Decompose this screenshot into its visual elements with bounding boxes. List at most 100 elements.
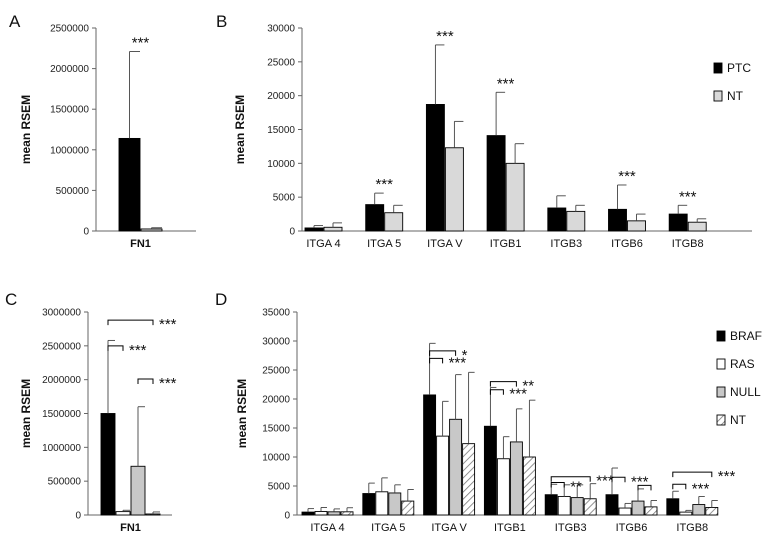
y-tick-label-b: 15000 xyxy=(267,125,295,136)
bar-c-fn1-s3 xyxy=(145,513,161,516)
bar-d-itgb6-null xyxy=(631,500,645,516)
bar-b-itgb1-nt xyxy=(505,162,525,232)
x-tick-label-b: ITGB8 xyxy=(672,238,704,250)
panel-letter-c: C xyxy=(5,290,17,309)
y-tick-label-a: 1000000 xyxy=(50,145,89,156)
y-tick-label-b: 30000 xyxy=(267,24,295,35)
bar-d-itga-4-nt xyxy=(340,511,354,516)
y-axis-title-d: mean RSEM xyxy=(235,379,249,448)
legend-label-braf: BRAF xyxy=(730,329,762,343)
panel-letter-d: D xyxy=(215,290,227,309)
sig-label-b: *** xyxy=(375,176,393,193)
y-tick-label-d: 15000 xyxy=(262,424,290,435)
legend-swatch-nt xyxy=(713,90,723,102)
bar-d-itga-v-braf xyxy=(423,394,437,516)
bar-d-itgb8-braf xyxy=(666,498,680,516)
bar-d-itgb3-nt xyxy=(583,498,597,516)
x-tick-label-d: ITGB3 xyxy=(555,522,587,534)
y-tick-label-b: 25000 xyxy=(267,57,295,68)
bar-d-itga-4-braf xyxy=(301,511,315,516)
sig-bracket-c xyxy=(107,319,154,326)
x-tick-label-b: ITGA 4 xyxy=(306,238,340,250)
x-tick-label-a: FN1 xyxy=(130,238,151,250)
bar-c-fn1-s0 xyxy=(100,413,116,516)
sig-label-b: *** xyxy=(497,75,515,92)
y-tick-label-d: 20000 xyxy=(262,395,290,406)
bar-d-itga-5-nt xyxy=(401,500,415,516)
bar-d-itgb6-nt xyxy=(644,506,658,516)
bar-b-itgb6-nt xyxy=(627,220,646,232)
x-tick-label-d: ITGA 5 xyxy=(371,522,405,534)
x-tick-label-b: ITGA V xyxy=(427,238,463,250)
bar-d-itgb3-braf xyxy=(544,494,558,516)
bar-b-itga-4-ptc xyxy=(304,227,324,232)
panel-a-chart: 0 500000 1000000 1500000 2000000 2500000 mean … xyxy=(19,24,196,250)
y-tick-label-c: 1000000 xyxy=(42,443,81,454)
panel-letter-a: A xyxy=(9,12,21,31)
panel-c-chart: 0 500000 1000000 1500000 2000000 2500000 30000… xyxy=(19,308,177,535)
sig-label-b: *** xyxy=(436,28,454,45)
sig-label-d: *** xyxy=(449,354,467,371)
legend-label-null: NULL xyxy=(730,385,761,399)
x-tick-label-d: ITGB6 xyxy=(616,522,648,534)
y-tick-label-d: 35000 xyxy=(262,308,290,319)
x-tick-label-d: ITGA V xyxy=(431,522,467,534)
y-axis-title-a: mean RSEM xyxy=(19,95,33,164)
legend-swatch-null xyxy=(716,386,726,398)
bar-d-itga-v-nt xyxy=(462,443,476,516)
bar-a-fn1-s0 xyxy=(118,137,141,232)
x-tick-label-b: ITGB1 xyxy=(490,238,522,250)
sig-label-d: *** xyxy=(631,473,649,490)
y-tick-label-a: 2000000 xyxy=(50,64,89,75)
y-tick-label-a: 0 xyxy=(83,227,89,238)
legend-b: PTC NT xyxy=(713,61,751,103)
bar-d-itga-5-null xyxy=(388,492,402,516)
sig-label-d: ** xyxy=(570,479,582,496)
bar-d-itgb3-null xyxy=(570,497,584,516)
x-tick-label-d: ITGB1 xyxy=(494,522,526,534)
bar-a-fn1-s1 xyxy=(140,228,163,232)
y-tick-label-b: 10000 xyxy=(267,159,295,170)
y-tick-label-a: 500000 xyxy=(56,186,90,197)
sig-bracket-d xyxy=(637,484,652,491)
bar-b-itgb3-ptc xyxy=(547,207,567,232)
y-tick-label-a: 2500000 xyxy=(50,24,89,35)
x-tick-label-c: FN1 xyxy=(120,522,141,534)
bar-d-itgb3-ras xyxy=(557,495,571,516)
bar-d-itgb1-nt xyxy=(522,456,536,516)
bar-d-itgb8-null xyxy=(692,504,706,516)
bar-d-itga-v-ras xyxy=(436,435,450,516)
sig-bracket-d xyxy=(672,471,713,478)
y-tick-label-b: 0 xyxy=(289,227,295,238)
sig-bracket-d xyxy=(550,476,591,482)
y-tick-label-c: 500000 xyxy=(48,477,82,488)
x-tick-label-b: ITGB6 xyxy=(611,238,643,250)
y-tick-label-d: 25000 xyxy=(262,366,290,377)
sig-label-c: *** xyxy=(159,316,177,333)
bar-d-itgb1-braf xyxy=(483,425,497,516)
y-tick-label-c: 1500000 xyxy=(42,409,81,420)
bar-d-itga-5-ras xyxy=(375,491,389,516)
y-tick-label-c: 0 xyxy=(75,511,81,522)
bar-b-itgb8-nt xyxy=(687,221,707,232)
sig-bracket-d xyxy=(611,476,626,483)
legend-label-ras: RAS xyxy=(730,357,755,371)
bar-b-itga-4-nt xyxy=(323,226,343,232)
sig-label-d: *** xyxy=(718,468,736,485)
sig-label-c: *** xyxy=(129,342,147,359)
bar-d-itgb1-ras xyxy=(496,458,510,516)
bar-d-itgb8-nt xyxy=(705,507,719,516)
bar-c-fn1-s2 xyxy=(130,465,146,516)
sig-bracket-d xyxy=(550,482,565,488)
bar-d-itgb1-null xyxy=(509,441,523,516)
legend-d: BRAF RAS NULL NT xyxy=(716,329,762,427)
bar-d-itga-4-null xyxy=(327,511,341,516)
sig-label-d: * xyxy=(462,347,468,364)
panel-d-chart: 0 5000 10000 15000 20000 25000 30000 35000 mean … xyxy=(235,308,735,535)
sig-bracket-d xyxy=(489,381,517,387)
x-tick-label-d: ITGB8 xyxy=(676,522,708,534)
bar-d-itga-v-null xyxy=(449,418,463,516)
legend-swatch-nt xyxy=(716,414,726,426)
legend-swatch-ras xyxy=(716,358,726,370)
